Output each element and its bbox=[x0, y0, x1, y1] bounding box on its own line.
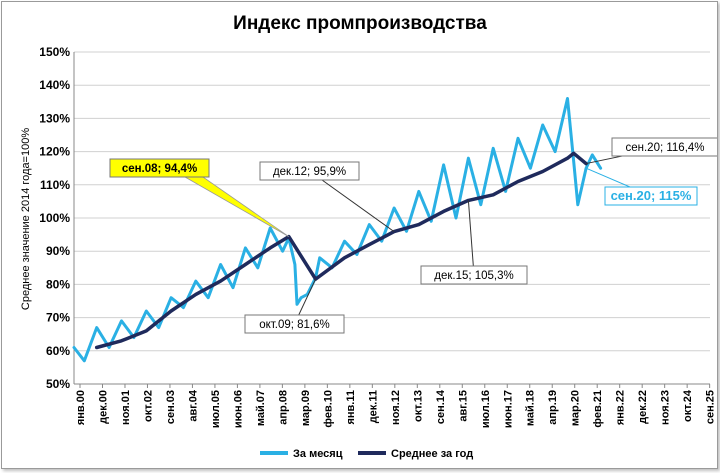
x-tick-label: янв.22 bbox=[615, 390, 627, 425]
legend-label-monthly: За месяц bbox=[293, 448, 343, 460]
annotation-label: дек.15; 105,3% bbox=[434, 270, 514, 282]
grid-lines bbox=[73, 51, 711, 388]
annotation-label: сен.20; 115% bbox=[611, 188, 692, 203]
x-tick-label: янв.11 bbox=[345, 390, 357, 425]
x-tick-label: ноя.01 bbox=[120, 390, 132, 425]
x-tick-label: сен.03 bbox=[165, 390, 177, 424]
annotation-box bbox=[244, 314, 345, 334]
x-tick-label: сен.25 bbox=[705, 390, 717, 424]
x-tick-label: окт.13 bbox=[412, 390, 424, 422]
x-tick-label: июн.17 bbox=[502, 390, 514, 428]
y-tick-label: 120% bbox=[39, 145, 70, 159]
y-tick-label: 70% bbox=[46, 311, 70, 325]
x-tick-label: янв.00 bbox=[75, 390, 87, 425]
annotation-pointer bbox=[183, 176, 289, 237]
chart-title: Индекс промпроизводства bbox=[233, 13, 487, 34]
annotation-box bbox=[420, 265, 528, 285]
x-tick-label: июл.16 bbox=[480, 390, 492, 428]
x-tick-label: ноя.23 bbox=[660, 390, 672, 425]
x-tick-label: мар.09 bbox=[300, 390, 312, 426]
legend-label-annual: Среднее за год bbox=[391, 448, 473, 460]
y-tick-label: 100% bbox=[39, 211, 70, 225]
x-tick-label: дек.22 bbox=[637, 390, 649, 424]
x-tick-label: фев.21 bbox=[592, 390, 604, 428]
annotation-leader bbox=[309, 170, 395, 233]
series-line-annual bbox=[94, 151, 588, 350]
annotation-label: сен.20; 116,4% bbox=[625, 142, 704, 154]
x-tick-label: июн.06 bbox=[232, 390, 244, 428]
x-tick-label: мар.20 bbox=[570, 390, 582, 426]
x-tick-label: окт.24 bbox=[682, 389, 694, 422]
x-tick-label: июл.05 bbox=[210, 390, 222, 428]
y-tick-label: 90% bbox=[46, 244, 70, 258]
chart-canvas: Индекс промпроизводства Среднее значение… bbox=[20, 13, 719, 460]
y-tick-labels: 50% 60% 70% 80% 90% 100% 110% 120% 130% 140% 150% bbox=[39, 45, 70, 391]
y-tick-label: 50% bbox=[46, 377, 70, 391]
x-tick-label: дек.00 bbox=[97, 390, 109, 424]
x-tick-label: сен.14 bbox=[435, 389, 447, 424]
y-tick-label: 80% bbox=[46, 277, 70, 291]
annotation-label: дек.12; 95,9% bbox=[273, 166, 346, 178]
annotation-label: окт.09; 81,6% bbox=[259, 319, 330, 331]
y-tick-label: 140% bbox=[39, 78, 70, 92]
x-tick-label: апр.08 bbox=[277, 390, 289, 425]
y-tick-label: 130% bbox=[39, 111, 70, 125]
x-tick-label: май.18 bbox=[525, 390, 537, 426]
x-tick-label: авг.15 bbox=[457, 390, 469, 422]
annotation-box bbox=[604, 186, 698, 206]
x-tick-label: окт.02 bbox=[142, 390, 154, 422]
legend: За месяц Среднее за год bbox=[260, 448, 473, 460]
y-tick-label: 150% bbox=[39, 45, 70, 59]
x-tick-label: дек.11 bbox=[367, 390, 379, 423]
y-tick-label: 110% bbox=[40, 178, 70, 192]
x-tick-label: апр.19 bbox=[547, 390, 559, 425]
x-tick-label: ноя.12 bbox=[390, 390, 402, 425]
x-tick-label: фев.10 bbox=[322, 390, 334, 428]
series-lines bbox=[72, 97, 603, 363]
annotation-box bbox=[259, 161, 360, 181]
y-tick-label: 60% bbox=[46, 344, 70, 358]
annotation-box bbox=[109, 158, 210, 178]
annotations: сен.08; 94,4% окт.09; 81,6% дек.12; 95,9% д… bbox=[109, 137, 719, 334]
series-line-monthly bbox=[72, 97, 603, 363]
x-tick-label: май.07 bbox=[255, 390, 267, 426]
y-axis-label: Среднее значение 2014 года=100% bbox=[20, 128, 32, 310]
annotation-leader bbox=[467, 200, 475, 276]
annotation-label: сен.08; 94,4% bbox=[122, 163, 197, 175]
x-tick-labels: янв.00 дек.00 ноя.01 окт.02 сен.03 авг.04 июл.… bbox=[75, 389, 717, 428]
x-tick-label: авг.04 bbox=[187, 389, 199, 422]
